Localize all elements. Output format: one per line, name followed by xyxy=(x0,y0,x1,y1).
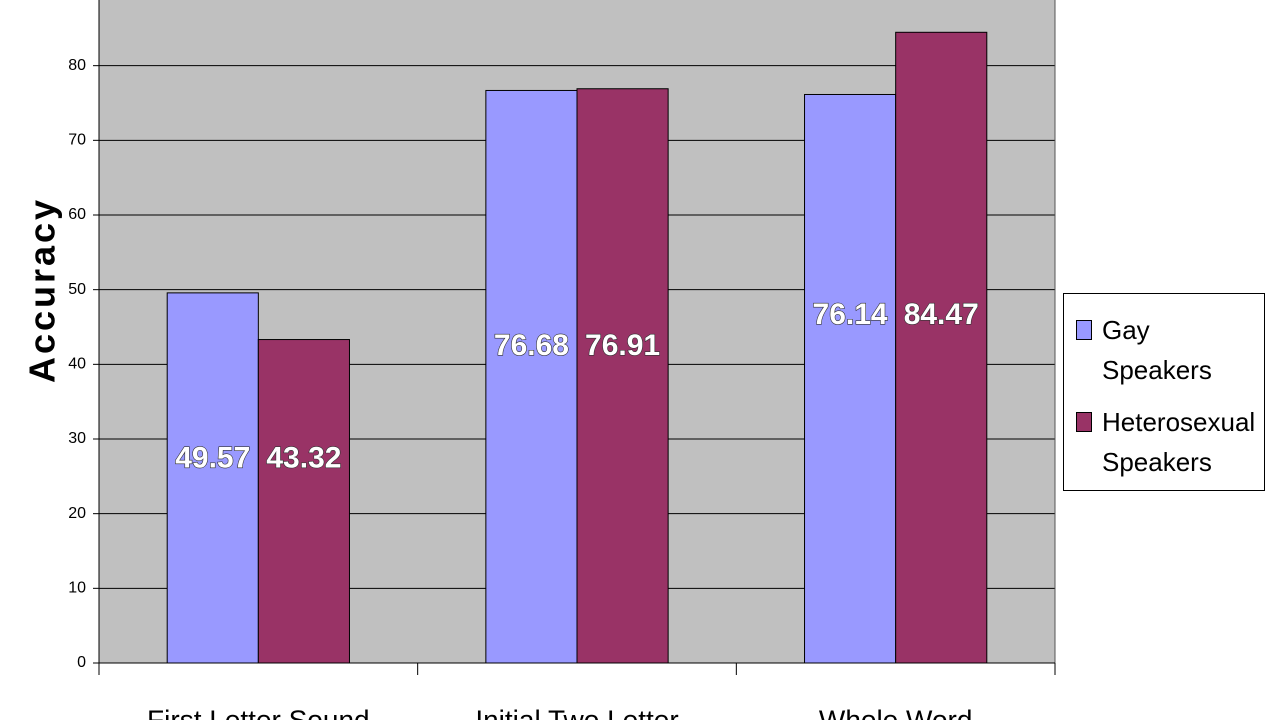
y-tick-label: 80 xyxy=(68,57,86,74)
bar xyxy=(166,292,259,664)
bar xyxy=(485,89,578,664)
y-tick-label: 40 xyxy=(68,356,86,373)
bar xyxy=(257,339,350,664)
y-tick-label: 50 xyxy=(68,281,86,298)
legend-swatch xyxy=(1076,412,1092,432)
y-tick-label: 60 xyxy=(68,206,86,223)
x-tick-label: Whole Word xyxy=(819,704,973,720)
bar xyxy=(576,88,669,664)
value-label: 49.57 xyxy=(175,441,250,474)
legend-label: Heterosexual Speakers xyxy=(1102,407,1256,477)
x-tick-label: First Letter Sound xyxy=(147,704,370,720)
legend-item: Gay Speakers xyxy=(1076,310,1264,390)
y-tick-label: 70 xyxy=(68,132,86,149)
bar xyxy=(895,31,988,664)
value-label: 84.47 xyxy=(904,298,979,331)
y-tick-label: 0 xyxy=(77,654,86,671)
value-label: 76.91 xyxy=(585,329,660,362)
y-tick-label: 30 xyxy=(68,430,86,447)
legend-swatch xyxy=(1076,320,1092,340)
legend: Gay Speakers Heterosexual Speakers xyxy=(1063,293,1265,491)
value-label: 43.32 xyxy=(266,441,341,474)
value-label: 76.14 xyxy=(813,298,888,331)
legend-label: Gay Speakers xyxy=(1102,315,1212,385)
bar xyxy=(804,93,897,664)
y-tick-label: 20 xyxy=(68,505,86,522)
value-label: 76.68 xyxy=(494,329,569,362)
y-axis-title: Accuracy xyxy=(22,197,63,383)
legend-item: Heterosexual Speakers xyxy=(1076,402,1264,482)
x-tick-label: Initial Two Letter xyxy=(475,704,678,720)
y-tick-label: 10 xyxy=(68,580,86,597)
